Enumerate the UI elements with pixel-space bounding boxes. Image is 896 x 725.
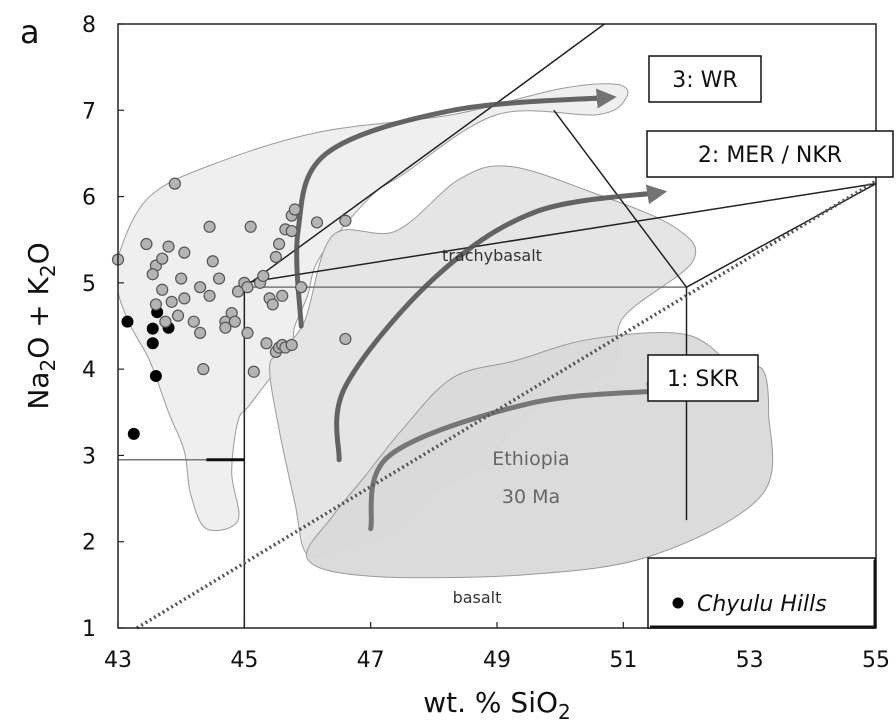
comparison-point-12 — [171, 309, 185, 322]
comparison-point-21 — [206, 255, 219, 268]
x-tick-label: 47 — [357, 648, 385, 673]
comparison-point-51 — [310, 216, 324, 229]
y-tick-label: 4 — [82, 358, 96, 383]
comparison-point-44 — [269, 250, 283, 264]
chyulu-hills-point-6 — [149, 370, 162, 383]
x-tick-label: 49 — [483, 648, 511, 673]
trend-arrow-skr — [368, 382, 668, 532]
comparison-point-13 — [178, 292, 191, 305]
trend-label-skr: 1: SKR — [647, 354, 759, 402]
comparison-point-2 — [140, 237, 153, 251]
comparison-point-53 — [339, 332, 352, 346]
comparison-point-15 — [178, 246, 191, 259]
dotted-layer — [136, 179, 877, 630]
comparison-point-20 — [203, 220, 216, 233]
comparison-point-25 — [219, 321, 232, 334]
boundary-line-4 — [243, 24, 606, 288]
chyulu-hills-point-7 — [127, 427, 140, 440]
comparison-point-27 — [228, 315, 241, 328]
comparison-point-30 — [241, 281, 254, 294]
y-tick-label: 7 — [82, 99, 96, 124]
y-tick-label: 3 — [82, 444, 96, 469]
boundary-line-7 — [244, 182, 876, 284]
y-tick-label: 5 — [82, 272, 96, 297]
comparison-point-11 — [159, 315, 172, 328]
chyulu-hills-point-4 — [146, 337, 159, 350]
trend-label-mer-nkr: 2: MER / NKR — [646, 130, 894, 178]
comparison-point-48 — [288, 203, 301, 216]
y-axis-title-part-1: Na — [22, 372, 55, 410]
comparison-point-54 — [276, 289, 289, 302]
trends-layer — [294, 88, 668, 532]
comparison-point-14 — [175, 272, 188, 285]
panel-label: a — [20, 13, 40, 51]
comparison-point-35 — [257, 269, 270, 283]
comparison-point-6 — [162, 240, 175, 253]
comparison-point-22 — [203, 289, 216, 302]
chyulu-hills-point-1 — [121, 315, 134, 328]
x-axis-title: wt. % SiO2 — [423, 686, 571, 724]
y-tick-label: 2 — [82, 531, 96, 556]
y-tick-label: 1 — [82, 617, 96, 642]
comparison-point-19 — [194, 281, 207, 294]
field-polygon-1 — [118, 83, 629, 532]
comparison-point-32 — [244, 220, 257, 233]
dotted-divider-line — [136, 179, 877, 630]
trend-arrow-mer-nkr — [334, 184, 668, 463]
comparison-point-10 — [149, 298, 162, 311]
svg-text:3: WR: 3: WR — [672, 68, 737, 93]
x-tick-label: 51 — [609, 648, 637, 673]
field-label-ethiopia-age: 30 Ma — [502, 486, 560, 508]
comparison-point-16 — [187, 315, 200, 328]
comparison-point-45 — [272, 237, 286, 251]
field-label-trachybasalt: trachybasalt — [442, 246, 542, 265]
comparison-point-49 — [295, 281, 308, 294]
comparison-point-33 — [247, 365, 260, 378]
y-axis-title-part-5: O — [22, 242, 55, 264]
y-axis-title-part-2: 2 — [36, 359, 60, 372]
comparison-point-18 — [197, 363, 210, 376]
x-tick-label: 53 — [736, 648, 764, 673]
comparison-point-52 — [339, 214, 352, 227]
points-layer — [111, 177, 352, 440]
comparison-point-5 — [156, 252, 169, 265]
comparison-point-31 — [241, 326, 254, 340]
legend-marker-chyulu-hills — [672, 597, 684, 609]
y-axis-title-part-3: O + K — [22, 277, 55, 359]
x-tick-label: 45 — [230, 648, 258, 673]
field-label-ethiopia: Ethiopia — [492, 448, 569, 470]
comparison-point-4 — [146, 268, 159, 281]
comparison-point-8 — [156, 283, 169, 296]
comparison-point-7 — [168, 177, 181, 190]
field-label-basalt: basalt — [453, 588, 502, 607]
legend: Chyulu Hills — [647, 557, 877, 629]
x-tick-label: 43 — [104, 648, 132, 673]
x-tick-label: 55 — [862, 648, 890, 673]
trend-arrow-wr — [294, 88, 617, 329]
svg-text:2: MER / NKR: 2: MER / NKR — [698, 143, 842, 168]
comparison-point-23 — [212, 272, 226, 285]
comparison-point-38 — [260, 337, 273, 350]
chyulu-hills-point-2 — [146, 322, 159, 335]
comparison-point-37 — [266, 298, 279, 311]
y-axis-title: Na2O + K2O — [22, 242, 60, 409]
comparison-point-43 — [285, 338, 298, 352]
comparison-point-9 — [165, 295, 178, 308]
trend-label-wr: 3: WR — [648, 55, 762, 103]
y-tick-label: 8 — [82, 13, 96, 38]
comparison-point-17 — [194, 326, 207, 340]
comparison-point-50 — [285, 224, 298, 238]
legend-label-chyulu-hills: Chyulu Hills — [697, 592, 827, 617]
y-axis-title-part-4: 2 — [36, 264, 60, 277]
x-axis-title-subscript: 2 — [558, 700, 571, 724]
y-tick-label: 6 — [82, 186, 96, 211]
svg-text:1: SKR: 1: SKR — [667, 367, 739, 392]
